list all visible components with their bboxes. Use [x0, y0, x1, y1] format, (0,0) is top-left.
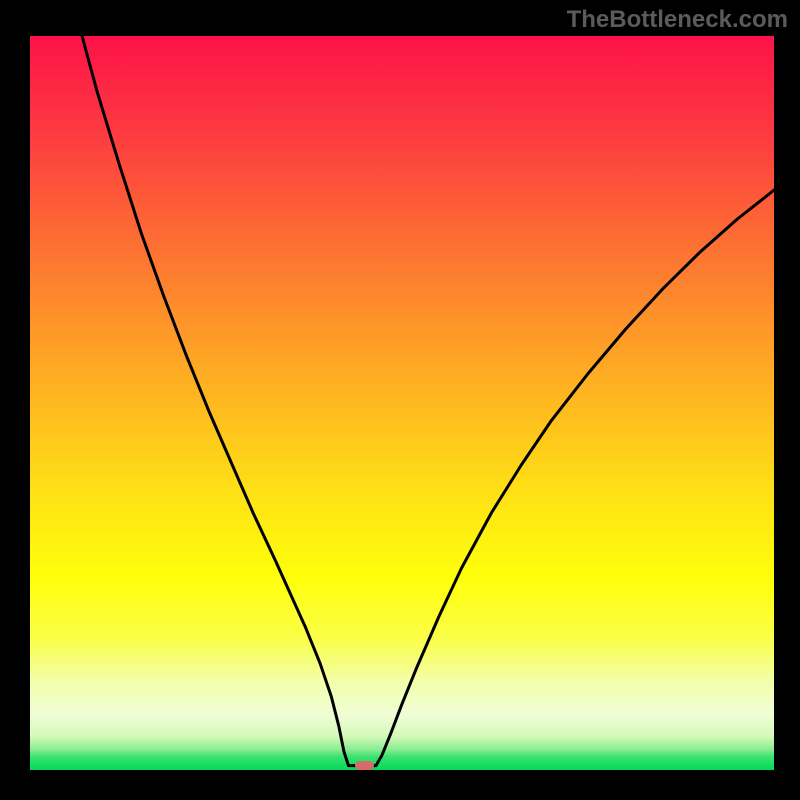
source-watermark: TheBottleneck.com	[567, 6, 788, 34]
plot-area	[30, 36, 774, 770]
curve-path	[82, 36, 774, 766]
chart-frame: TheBottleneck.com	[0, 0, 800, 800]
optimum-marker	[355, 761, 374, 771]
bottleneck-curve	[30, 36, 774, 770]
